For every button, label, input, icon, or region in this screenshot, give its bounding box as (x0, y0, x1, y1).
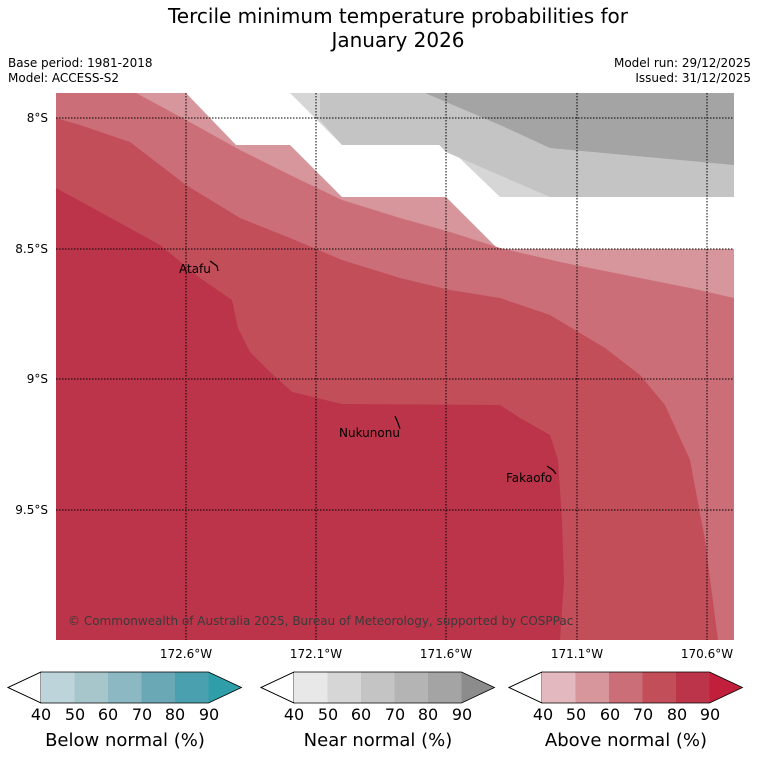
above-normal-label: Above normal (%) (544, 730, 708, 751)
nukunonu-island-icon (394, 415, 401, 430)
lon-label-172-6w: 172.6°W (159, 647, 213, 661)
above-colorbar-segment-3 (609, 672, 643, 703)
place-label-atafu: Atafu (179, 262, 211, 276)
above-colorbar-min-arrow (508, 671, 543, 704)
near-tick-60: 60 (350, 705, 372, 724)
near-colorbar-segment-5 (428, 672, 462, 703)
meta-right: Model run: 29/12/2025 Issued: 31/12/2025 (614, 56, 751, 86)
near-tick-70: 70 (384, 705, 406, 724)
below-tick-80: 80 (164, 705, 186, 724)
near-colorbar-max-arrow (461, 672, 495, 703)
below-colorbar-segment-2 (74, 672, 108, 703)
lat-label-8-5s: 8.5°S (15, 242, 48, 256)
base-period: Base period: 1981-2018 (8, 56, 153, 70)
meta-left: Base period: 1981-2018 Model: ACCESS-S2 (8, 56, 153, 86)
above-colorbar-segment-1 (542, 672, 576, 703)
colorbars (7, 671, 744, 704)
below-colorbar-segment-3 (108, 672, 142, 703)
below-colorbar-segment-4 (141, 672, 175, 703)
near-normal-label: Near normal (%) (303, 730, 453, 751)
above-tick-40: 40 (532, 705, 554, 724)
near-colorbar-outline (260, 671, 496, 704)
near-tick-50: 50 (317, 705, 339, 724)
near-colorbar-segment-1 (294, 672, 328, 703)
above-colorbar-outline (508, 671, 744, 704)
below-colorbar-outline (7, 671, 243, 704)
title-line-2: January 2026 (331, 28, 465, 52)
probability-field (56, 93, 734, 640)
near-colorbar-segment-3 (361, 672, 395, 703)
below-colorbar-min-arrow (7, 671, 42, 704)
below-colorbar-segment-5 (175, 672, 209, 703)
below-normal-label: Below normal (%) (45, 730, 205, 751)
place-label-nukunonu: Nukunonu (339, 426, 400, 440)
copyright-notice: © Commonwealth of Australia 2025, Bureau… (68, 614, 574, 628)
model-run: Model run: 29/12/2025 (613, 56, 751, 70)
above-colorbar-segment-2 (575, 672, 609, 703)
graticule (56, 93, 734, 640)
near-normal-80-region (425, 93, 734, 165)
place-label-fakaofo: Fakaofo (506, 471, 553, 485)
below-colorbar-max-arrow (208, 672, 242, 703)
above-colorbar-segment-4 (642, 672, 676, 703)
chart-title: Tercile minimum temperature probabilitie… (0, 4, 758, 52)
near-tick-40: 40 (283, 705, 305, 724)
near-colorbar-segment-4 (394, 672, 428, 703)
below-colorbar-segment-1 (41, 672, 75, 703)
lon-label-171-6w: 171.6°W (419, 647, 473, 661)
below-tick-60: 60 (97, 705, 119, 724)
above-tick-60: 60 (599, 705, 621, 724)
above-colorbar-segment-5 (676, 672, 710, 703)
near-tick-80: 80 (417, 705, 439, 724)
lon-label-172-1w: 172.1°W (289, 647, 343, 661)
title-line-1: Tercile minimum temperature probabilitie… (167, 4, 629, 28)
above-colorbar-max-arrow (709, 672, 743, 703)
model-name: Model: ACCESS-S2 (8, 71, 120, 85)
fakaofo-island-icon (546, 465, 557, 475)
above-normal-80-region (56, 188, 564, 640)
lat-label-9s: 9°S (26, 372, 48, 386)
atafu-island-icon (209, 260, 219, 272)
above-tick-50: 50 (565, 705, 587, 724)
below-tick-70: 70 (131, 705, 153, 724)
issued-date: Issued: 31/12/2025 (635, 71, 751, 85)
below-tick-90: 90 (198, 705, 220, 724)
lat-label-9-5s: 9.5°S (15, 503, 48, 517)
near-colorbar-min-arrow (260, 671, 295, 704)
lon-label-171-1w: 171.1°W (550, 647, 604, 661)
near-colorbar-segment-2 (327, 672, 361, 703)
below-tick-40: 40 (30, 705, 52, 724)
below-tick-50: 50 (64, 705, 86, 724)
near-tick-90: 90 (451, 705, 473, 724)
lat-label-8s: 8°S (26, 111, 48, 125)
above-tick-90: 90 (699, 705, 721, 724)
above-tick-70: 70 (632, 705, 654, 724)
lon-label-170-6w: 170.6°W (680, 647, 734, 661)
above-tick-80: 80 (666, 705, 688, 724)
